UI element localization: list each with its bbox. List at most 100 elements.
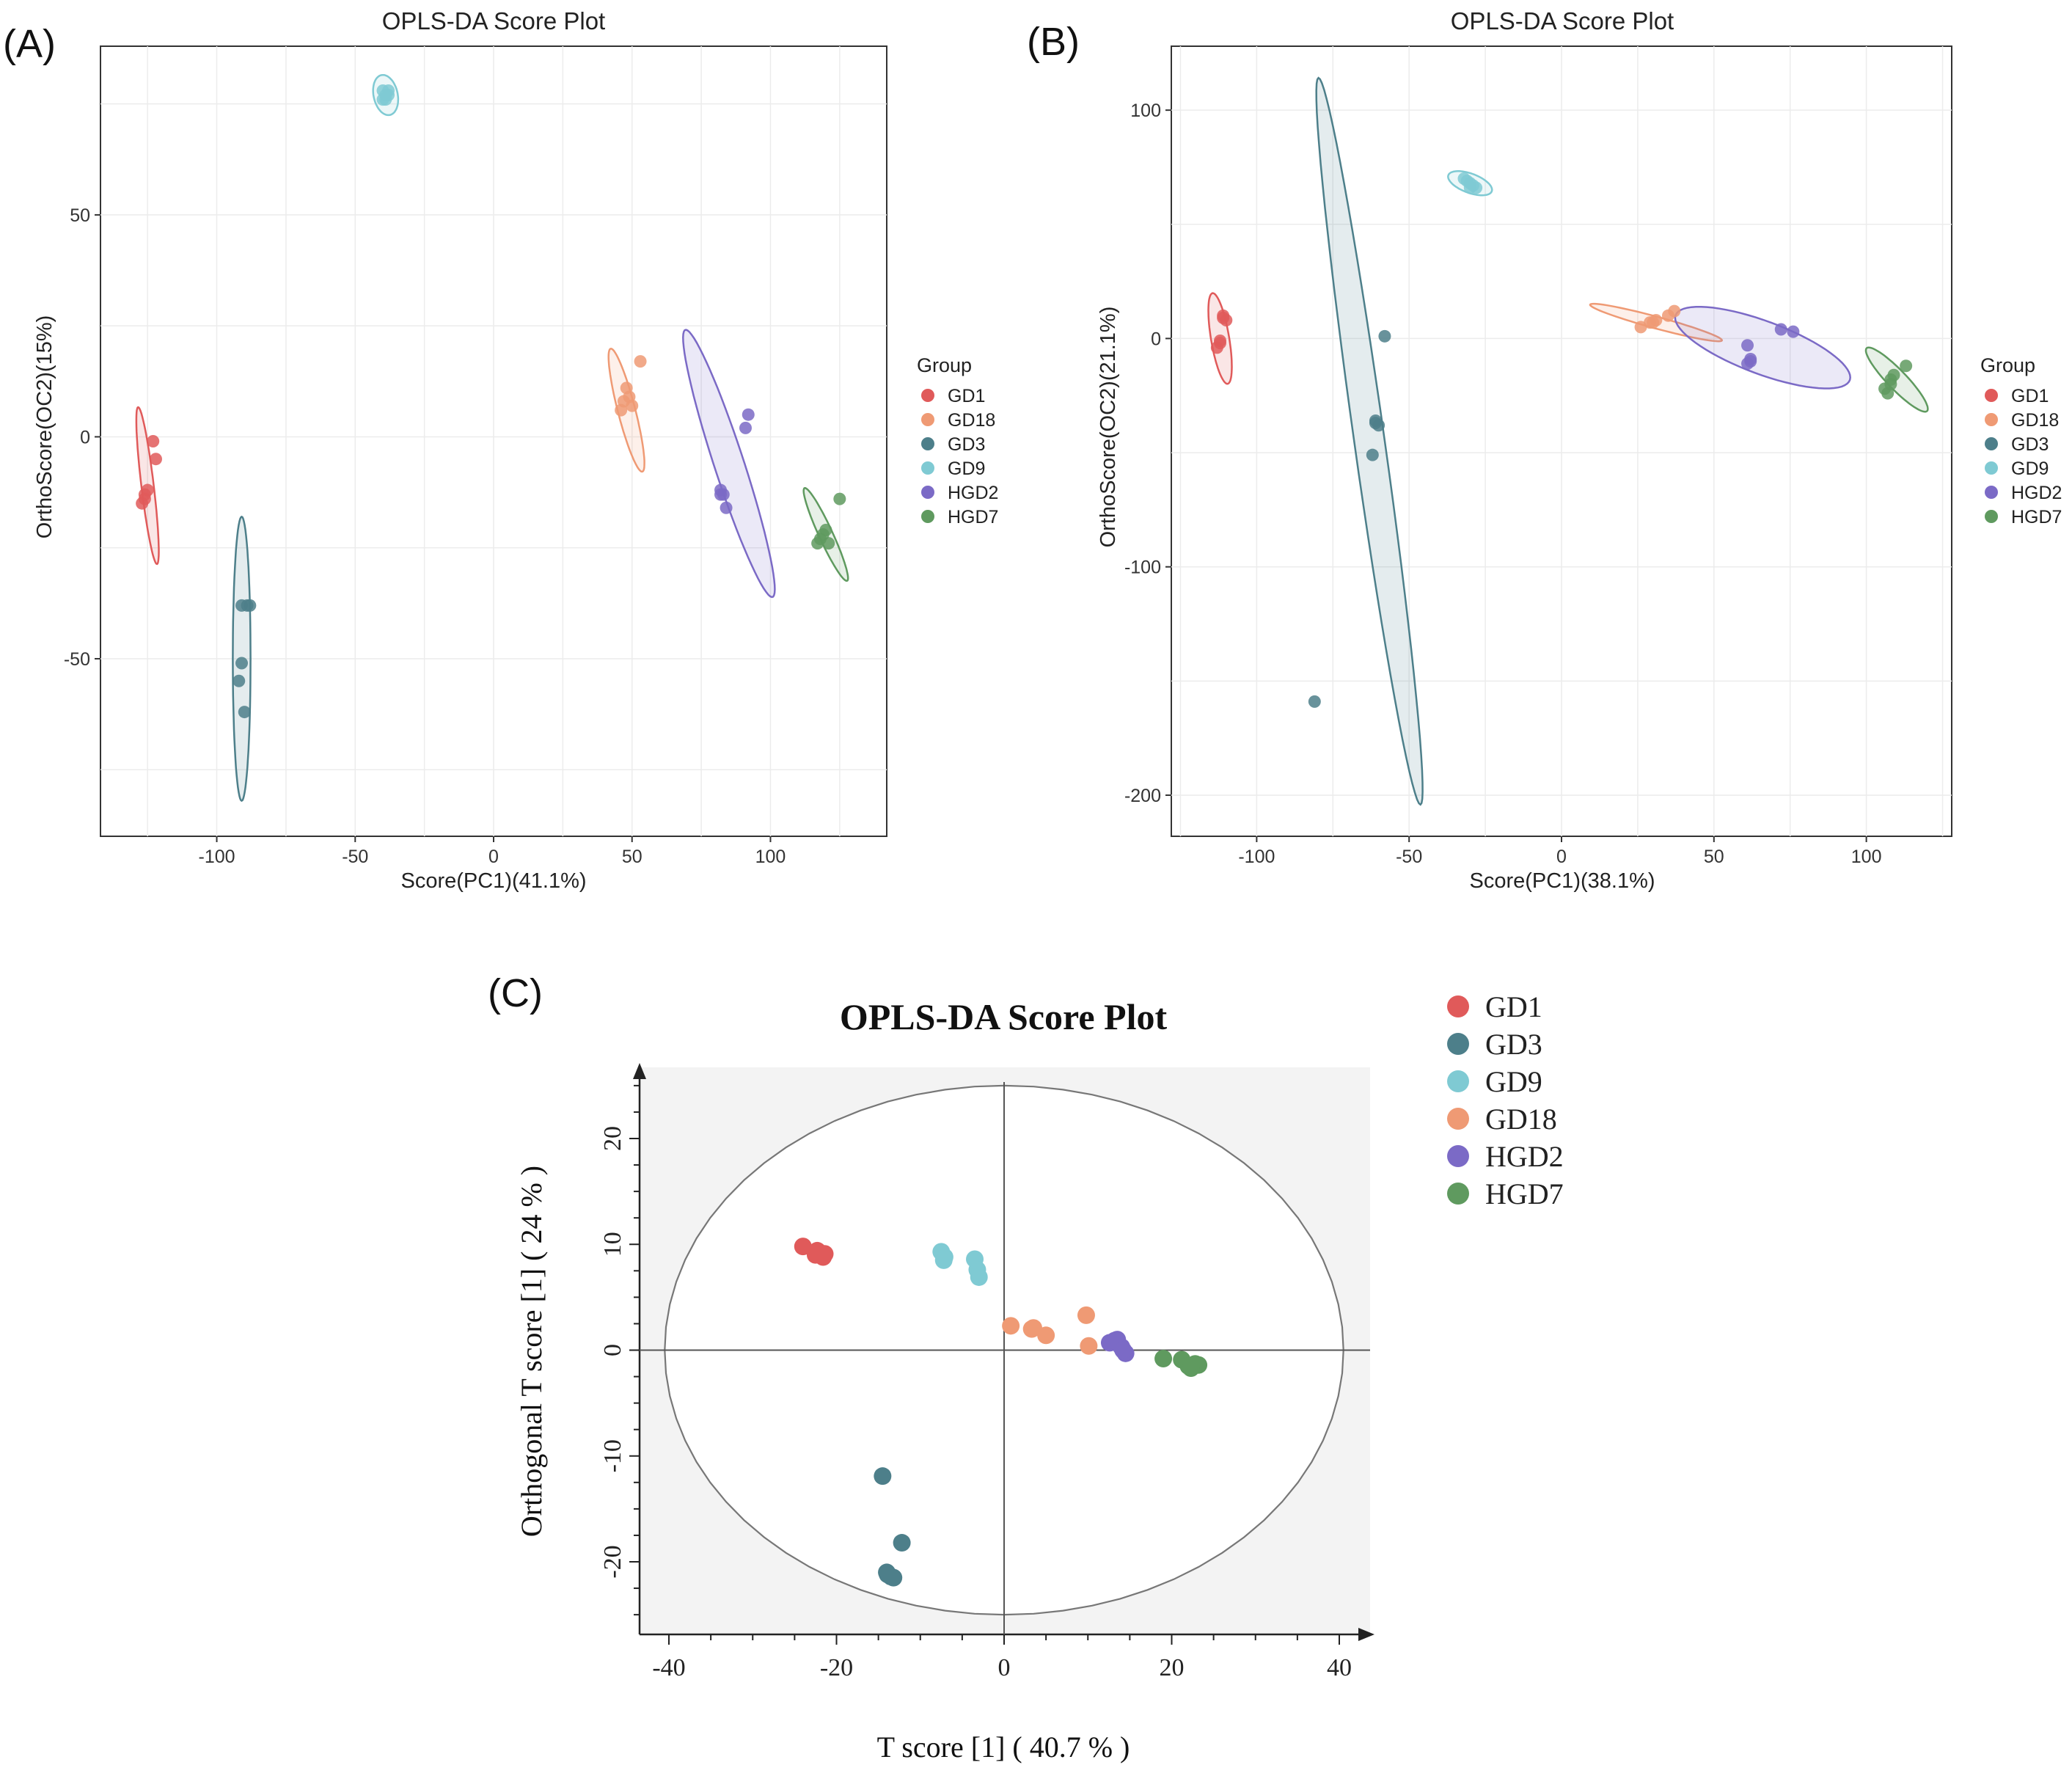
- point-hgd7: [822, 537, 835, 550]
- point-gd9: [379, 89, 392, 102]
- legend-label-hgd2: HGD2: [2011, 483, 2062, 503]
- chart-c-ellipse: [640, 1082, 1370, 1634]
- y-tick-label: 0: [1151, 329, 1161, 349]
- point-gd3: [1366, 448, 1379, 461]
- chart-c-legend: GD1 GD3 GD9 GD18 HGD2 HGD7: [1447, 990, 1564, 1210]
- point-hgd7: [811, 537, 824, 550]
- point-gd3: [885, 1568, 903, 1587]
- chart-a-points: [136, 84, 846, 719]
- legend-label-gd3: GD3: [2011, 434, 2049, 455]
- legend-marker-hgd7: [1447, 1183, 1469, 1205]
- c-y-tick-label: 0: [599, 1344, 626, 1356]
- legend-label-gd1: GD1: [948, 386, 985, 406]
- chart-c-y-label: Orthogonal T score [1] ( 24 % ): [515, 1166, 548, 1537]
- y-tick-label: -100: [1124, 558, 1161, 578]
- point-hgd2: [1787, 325, 1800, 338]
- ellipse-gd3: [1315, 76, 1424, 806]
- panel-a-label: (A): [3, 22, 56, 66]
- point-gd18: [617, 395, 630, 408]
- point-gd1: [794, 1238, 812, 1256]
- c-x-tick-label: -20: [820, 1654, 853, 1681]
- point-gd3: [238, 706, 251, 719]
- legend-marker-gd3: [1985, 437, 1998, 450]
- point-gd1: [1217, 311, 1230, 324]
- y-tick-label: 0: [80, 427, 90, 447]
- x-tick-label: -100: [199, 847, 235, 867]
- panel-b-label: (B): [1027, 20, 1080, 64]
- y-tick-label: -200: [1124, 786, 1161, 806]
- point-gd1: [1214, 335, 1226, 348]
- point-gd3: [874, 1467, 892, 1486]
- y-tick-label: -50: [64, 649, 90, 670]
- legend-marker-hgd7: [921, 510, 934, 523]
- chart-a-y-label: OrthoScore(OC2)(15%): [33, 315, 56, 539]
- point-hgd2: [1114, 1341, 1132, 1359]
- c-y-tick-label: -20: [599, 1545, 626, 1578]
- chart-a-y-ticks: -50 0 50: [64, 205, 100, 670]
- x-tick-label: -100: [1238, 847, 1275, 867]
- chart-b-ellipses: [1207, 76, 1929, 806]
- legend-label-gd9: GD9: [1485, 1065, 1542, 1098]
- point-gd18: [1661, 309, 1674, 322]
- c-x-tick-label: -40: [652, 1654, 685, 1681]
- point-gd9: [970, 1268, 988, 1286]
- point-gd3: [1369, 414, 1382, 427]
- point-hgd7: [833, 492, 846, 505]
- legend-label-gd3: GD3: [948, 434, 985, 455]
- c-x-tick-label: 40: [1327, 1654, 1352, 1681]
- point-gd9: [1463, 181, 1476, 194]
- legend-label-hgd7: HGD7: [2011, 507, 2062, 527]
- chart-b-legend: Group GD1 GD18 GD3 GD9 HGD2 HGD7: [1980, 354, 2062, 527]
- point-hgd2: [1774, 323, 1787, 336]
- point-hgd7: [1182, 1359, 1200, 1378]
- legend-label-hgd2: HGD2: [948, 483, 998, 503]
- legend-marker-gd9: [1985, 461, 1998, 475]
- legend-marker-hgd2: [1447, 1145, 1469, 1167]
- legend-marker-gd18: [1985, 413, 1998, 426]
- point-hgd2: [742, 408, 755, 421]
- panel-b: (B) OPLS-DA Score Plot -200 -100 0 100 -100…: [1027, 7, 2062, 893]
- x-tick-label: 100: [1851, 847, 1882, 867]
- legend-label-gd1: GD1: [1485, 990, 1542, 1023]
- chart-c-x-label: T score [1] ( 40.7 % ): [877, 1731, 1130, 1764]
- chart-a-legend-title: Group: [917, 354, 972, 376]
- legend-label-gd3: GD3: [1485, 1028, 1542, 1061]
- chart-b-y-ticks: -200 -100 0 100: [1124, 101, 1171, 806]
- chart-a-title: OPLS-DA Score Plot: [382, 7, 605, 34]
- legend-label-hgd7: HGD7: [948, 507, 998, 527]
- point-gd18: [634, 355, 647, 368]
- legend-marker-gd1: [1447, 995, 1469, 1017]
- y-tick-label: 100: [1130, 101, 1161, 121]
- chart-c-title: OPLS-DA Score Plot: [840, 996, 1168, 1037]
- c-x-tick-label: 20: [1160, 1654, 1185, 1681]
- point-gd3: [235, 657, 249, 670]
- legend-marker-gd1: [921, 389, 934, 402]
- legend-marker-gd9: [921, 461, 934, 475]
- x-tick-label: 0: [488, 847, 499, 867]
- legend-marker-hgd2: [921, 486, 934, 499]
- point-hgd2: [1741, 339, 1754, 352]
- legend-marker-hgd7: [1985, 510, 1998, 523]
- chart-a-x-ticks: -100 -50 0 50 100: [199, 836, 786, 867]
- point-hgd2: [720, 501, 733, 514]
- chart-b-legend-title: Group: [1980, 354, 2035, 376]
- chart-b-title: OPLS-DA Score Plot: [1451, 7, 1674, 34]
- chart-b-x-label: Score(PC1)(38.1%): [1469, 869, 1655, 893]
- legend-label-hgd7: HGD7: [1485, 1177, 1564, 1210]
- c-y-tick-label: 10: [599, 1232, 626, 1257]
- c-y-axis-arrow: [633, 1063, 646, 1079]
- point-gd3: [893, 1534, 911, 1552]
- x-tick-label: 100: [755, 847, 786, 867]
- point-hgd2: [714, 488, 728, 501]
- legend-label-gd18: GD18: [2011, 410, 2059, 431]
- panel-c: (C) OPLS-DA Score Plot -40 -20 0 20 40 -20 -10…: [488, 971, 1564, 1764]
- point-gd18: [1077, 1306, 1095, 1324]
- point-hgd7: [1154, 1350, 1173, 1368]
- point-hgd2: [1744, 352, 1757, 365]
- chart-b-y-label: OrthoScore(OC2)(21.1%): [1097, 307, 1120, 548]
- point-gd18: [1647, 316, 1660, 329]
- point-hgd7: [1900, 359, 1913, 373]
- point-gd3: [1378, 329, 1391, 343]
- point-gd1: [149, 453, 162, 466]
- chart-c-points: [794, 1238, 1208, 1587]
